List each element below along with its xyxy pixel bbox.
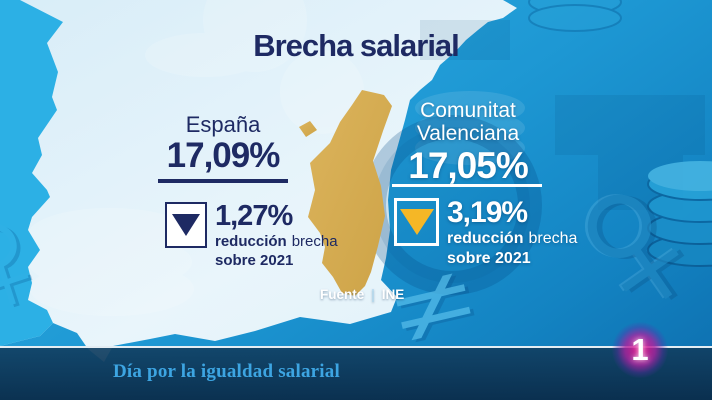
source-agency: INE bbox=[381, 287, 405, 302]
valencia-delta-desc-bold: reducción bbox=[447, 230, 524, 247]
decrease-triangle-icon bbox=[399, 209, 434, 235]
ticker-bar: Día por la igualdad salarial bbox=[0, 346, 712, 400]
coins-decoration-light bbox=[28, 0, 364, 316]
spain-delta-desc-line2: sobre 2021 bbox=[215, 251, 294, 269]
source-line: Fuente | INE bbox=[320, 287, 404, 302]
coin-stack-right bbox=[647, 161, 712, 267]
spain-stat-block: España 17,09% bbox=[150, 112, 296, 175]
spain-delta-desc-rest: brecha bbox=[291, 233, 338, 250]
source-separator: | bbox=[371, 287, 375, 302]
channel-logo-text: 1 bbox=[631, 332, 649, 367]
valencia-region-shape bbox=[308, 90, 392, 296]
valencia-delta-desc-rest: brecha bbox=[528, 230, 578, 247]
valencia-underline bbox=[392, 184, 542, 187]
spain-value: 17,09% bbox=[166, 136, 281, 175]
spain-delta-desc-bold: reducción bbox=[215, 233, 287, 250]
page-title: Brecha salarial bbox=[253, 28, 460, 63]
decrease-badge bbox=[165, 202, 207, 248]
valencia-label-line2: Valenciana bbox=[416, 121, 520, 145]
valencia-stat-block: Comunitat Valenciana 17,05% bbox=[392, 99, 544, 187]
spain-label: España bbox=[185, 112, 261, 137]
spain-delta-value: 1,27% bbox=[215, 200, 293, 232]
ticker-text: Día por la igualdad salarial bbox=[113, 361, 340, 382]
valencia-label-line1: Comunitat bbox=[420, 99, 516, 122]
channel-logo: 1 bbox=[612, 322, 668, 378]
background-texture-patches bbox=[420, 20, 705, 210]
valencia-delta-block: 3,19% reducción brecha sobre 2021 bbox=[394, 198, 577, 268]
decrease-badge bbox=[394, 198, 439, 246]
decrease-triangle-icon bbox=[172, 214, 200, 236]
spain-delta-block: 1,27% reducción brecha sobre 2021 bbox=[165, 202, 338, 269]
valencia-delta-desc-line2: sobre 2021 bbox=[447, 249, 531, 267]
coins-decoration-dark-side bbox=[415, 91, 525, 165]
valencia-label: Comunitat Valenciana bbox=[392, 99, 544, 145]
valencia-exclave-shape bbox=[299, 121, 317, 137]
source-label: Fuente bbox=[320, 287, 365, 302]
spain-underline bbox=[158, 179, 288, 183]
valencia-value: 17,05% bbox=[408, 145, 529, 187]
coin-stack-top bbox=[528, 0, 622, 32]
atlantic-shape bbox=[0, 0, 63, 346]
valencia-delta-value: 3,19% bbox=[447, 196, 528, 229]
